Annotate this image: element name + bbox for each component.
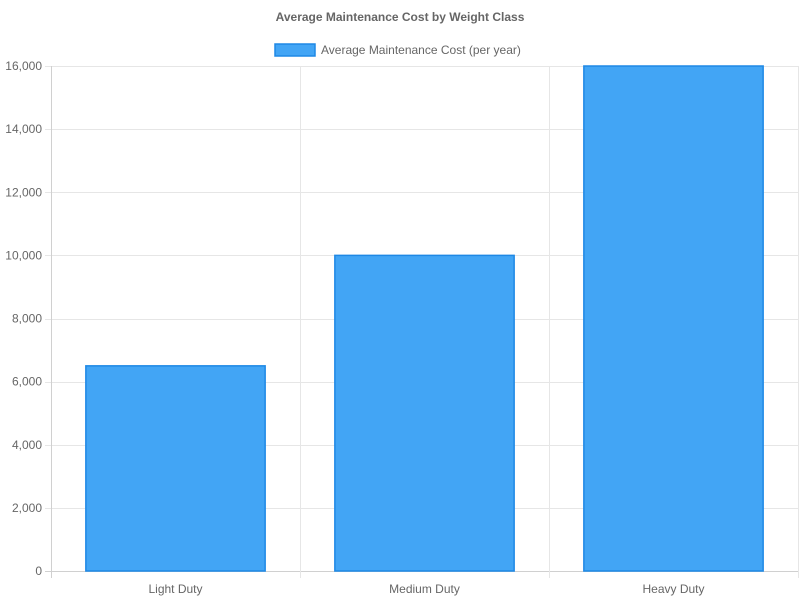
- y-axis-tick-labels: 0 2,000 4,000 6,000 8,000 10,000 12,000 14,000 1…: [5, 59, 42, 578]
- bars: [85, 65, 764, 572]
- y-tick-label: 14,000: [5, 122, 42, 136]
- y-tick-label: 16,000: [5, 59, 42, 73]
- legend-label: Average Maintenance Cost (per year): [321, 43, 521, 57]
- legend-swatch: [274, 43, 316, 57]
- legend[interactable]: Average Maintenance Cost (per year): [274, 43, 521, 57]
- y-tick-label: 0: [35, 564, 42, 578]
- bar[interactable]: [583, 65, 764, 572]
- y-tick-label: 4,000: [12, 438, 42, 452]
- x-axis-tick-labels: Light Duty Medium Duty Heavy Duty: [148, 582, 704, 596]
- x-tick-label: Medium Duty: [389, 582, 460, 596]
- x-tick-label: Light Duty: [148, 582, 202, 596]
- y-tick-label: 8,000: [12, 312, 42, 326]
- y-tick-label: 2,000: [12, 501, 42, 515]
- x-tick-label: Heavy Duty: [642, 582, 704, 596]
- y-tick-label: 10,000: [5, 248, 42, 262]
- bar[interactable]: [85, 365, 266, 572]
- chart-title: Average Maintenance Cost by Weight Class: [276, 10, 525, 24]
- y-tick-label: 6,000: [12, 375, 42, 389]
- bar[interactable]: [334, 254, 515, 572]
- y-tick-label: 12,000: [5, 185, 42, 199]
